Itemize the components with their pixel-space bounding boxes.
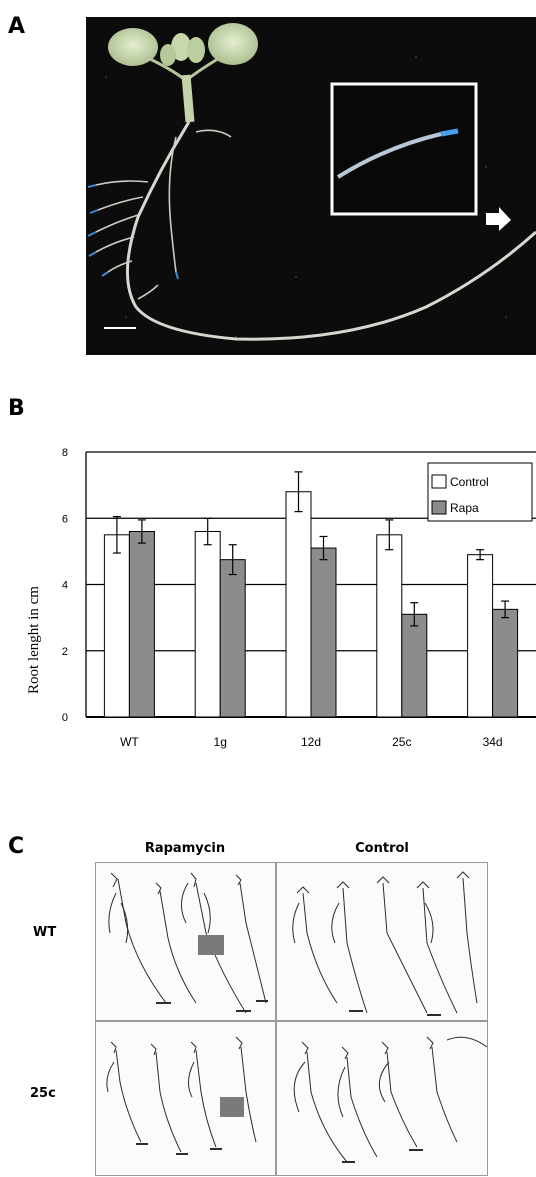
x-tick-label-WT: WT — [120, 735, 139, 749]
column-title-control: Control — [355, 841, 409, 856]
bar-rapa-12d — [310, 547, 337, 718]
bar-rapa-1g — [219, 559, 246, 718]
panel-c-letter: C — [8, 834, 25, 859]
plate-25c-control — [276, 1021, 488, 1176]
bar-rapa-34d — [492, 608, 519, 718]
row-label-wt: WT — [33, 925, 57, 940]
panel-a-letter: A — [8, 14, 26, 39]
plate-wt-control — [276, 862, 488, 1021]
row-label-25c: 25c — [30, 1086, 56, 1101]
root-length-chart: Root lenght in cm 0 2 4 6 8 WT 1g 12d 25c 34d Cont… — [0, 440, 536, 770]
legend-swatch-control — [431, 474, 447, 489]
bar-control-34d — [467, 554, 494, 718]
x-tick-label-25c: 25c — [392, 735, 411, 749]
column-title-rapamycin: Rapamycin — [144, 841, 226, 856]
y-tick-label-4: 4 — [62, 580, 68, 592]
plate-25c-rapamycin — [95, 1021, 276, 1176]
panel-b-letter: B — [8, 396, 25, 421]
bar-rapa-WT — [128, 531, 155, 718]
legend-swatch-rapa — [431, 500, 447, 515]
seedling-photo — [86, 17, 536, 355]
bar-control-12d — [285, 491, 312, 718]
bar-control-WT — [103, 534, 130, 718]
bar-control-25c — [376, 534, 403, 718]
x-tick-label-34d: 34d — [483, 735, 503, 749]
y-axis-label: Root lenght in cm — [26, 586, 42, 694]
bar-control-1g — [194, 531, 221, 718]
legend-label-rapa: Rapa — [450, 501, 479, 515]
legend-label-control: Control — [450, 475, 489, 489]
y-tick-label-2: 2 — [62, 646, 68, 658]
x-tick-label-1g: 1g — [214, 735, 227, 749]
y-tick-label-6: 6 — [62, 513, 68, 525]
y-tick-label-0: 0 — [62, 712, 68, 724]
x-tick-label-12d: 12d — [301, 735, 321, 749]
bar-rapa-25c — [401, 613, 428, 718]
plate-wt-rapamycin — [95, 862, 276, 1021]
y-tick-label-8: 8 — [62, 447, 68, 459]
bar-chart-svg: Root lenght in cm 0 2 4 6 8 WT 1g 12d 25c 34d Cont… — [26, 447, 536, 749]
